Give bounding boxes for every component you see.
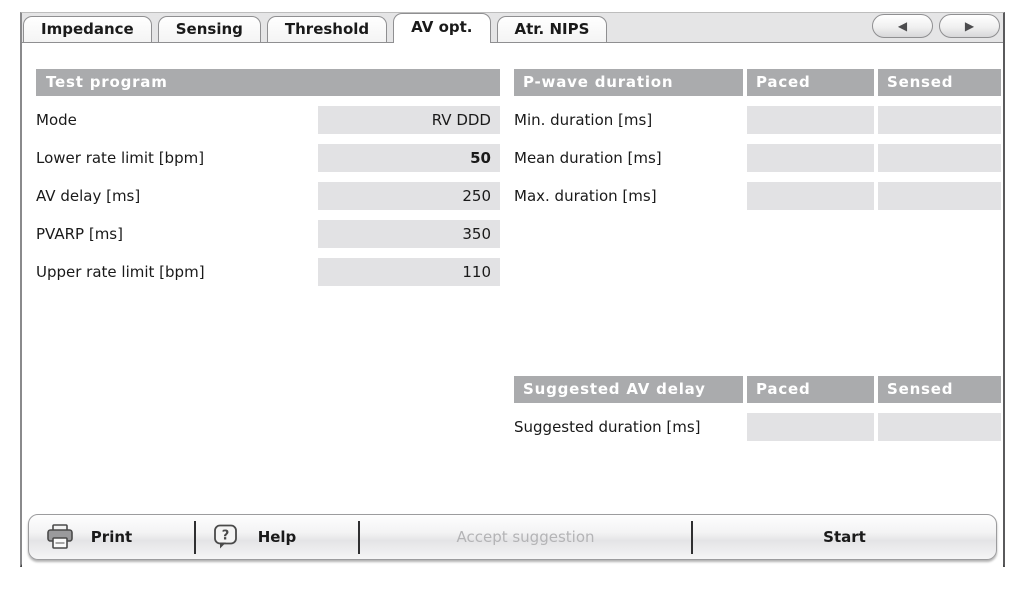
toolbar-divider [691,520,693,554]
table-row: AV delay [ms] 250 [36,182,500,210]
suggested-duration-sensed-value [878,413,1001,441]
right-arrow-icon: ▶ [964,18,975,33]
toolbar-divider [358,520,360,554]
tab-sensing[interactable]: Sensing [157,16,261,42]
p-wave-duration-section: P-wave duration Paced Sensed Min. durati… [514,69,1001,210]
accept-suggestion-button-label: Accept suggestion [456,528,595,546]
pvarp-value-field[interactable]: 350 [318,220,500,248]
tab-impedance[interactable]: Impedance [23,16,152,42]
table-row: Mode RV DDD [36,106,500,134]
table-row: PVARP [ms] 350 [36,220,500,248]
sensed-column-header: Sensed [878,69,1001,96]
print-button[interactable]: Print [29,515,194,559]
max-duration-paced-value [747,182,874,210]
suggested-av-delay-header: Suggested AV delay [514,376,743,403]
help-button[interactable]: ? Help [196,515,358,559]
lower-rate-limit-value-field[interactable]: 50 [318,144,500,172]
min-duration-paced-value [747,106,874,134]
accept-suggestion-button[interactable]: Accept suggestion [360,515,691,559]
pvarp-label: PVARP [ms] [36,225,123,243]
p-wave-duration-header: P-wave duration [514,69,743,96]
tab-next-button[interactable]: ▶ [939,13,1000,38]
av-delay-label: AV delay [ms] [36,187,141,205]
upper-rate-limit-value-field[interactable]: 110 [318,258,500,286]
tab-av-opt[interactable]: AV opt. [393,13,491,43]
suggested-duration-paced-value [747,413,874,441]
toolbar-divider [194,520,196,554]
mode-value-field[interactable]: RV DDD [318,106,500,134]
suggested-av-delay-section: Suggested AV delay Paced Sensed Suggeste… [514,376,1001,441]
help-button-label: Help [257,528,297,546]
tab-scroll-controls: ◀ ▶ [872,13,1003,42]
printer-icon [46,524,74,550]
mean-duration-paced-value [747,144,874,172]
left-arrow-icon: ◀ [897,18,908,33]
table-row: Lower rate limit [bpm] 50 [36,144,500,172]
max-duration-sensed-value [878,182,1001,210]
sensed-column-header: Sensed [878,376,1001,403]
start-button-label: Start [823,528,866,546]
test-program-section: Test program Mode RV DDD Lower rate limi… [36,69,500,286]
print-button-label: Print [90,528,133,546]
tab-prev-button[interactable]: ◀ [872,13,933,38]
tab-bar: Impedance Sensing Threshold AV opt. Atr.… [22,13,1003,43]
upper-rate-limit-label: Upper rate limit [bpm] [36,263,205,281]
tab-threshold[interactable]: Threshold [266,16,388,42]
start-button[interactable]: Start [693,515,996,559]
lower-rate-limit-label: Lower rate limit [bpm] [36,149,205,167]
max-duration-label: Max. duration [ms] [514,187,657,205]
svg-text:?: ? [222,529,230,544]
min-duration-label: Min. duration [ms] [514,111,653,129]
paced-column-header: Paced [747,376,874,403]
av-delay-value-field[interactable]: 250 [318,182,500,210]
min-duration-sensed-value [878,106,1001,134]
table-row: Upper rate limit [bpm] 110 [36,258,500,286]
test-program-header: Test program [36,69,500,96]
tab-atr-nips[interactable]: Atr. NIPS [496,16,608,42]
suggested-duration-label: Suggested duration [ms] [514,418,701,436]
mode-label: Mode [36,111,77,129]
programmer-window: Impedance Sensing Threshold AV opt. Atr.… [20,12,1005,567]
mean-duration-label: Mean duration [ms] [514,149,662,167]
bottom-toolbar: Print ? Help Accept suggestion S [28,514,997,560]
help-icon: ? [213,524,240,551]
mean-duration-sensed-value [878,144,1001,172]
paced-column-header: Paced [747,69,874,96]
tab-content-av-opt: Test program Mode RV DDD Lower rate limi… [22,43,1003,567]
